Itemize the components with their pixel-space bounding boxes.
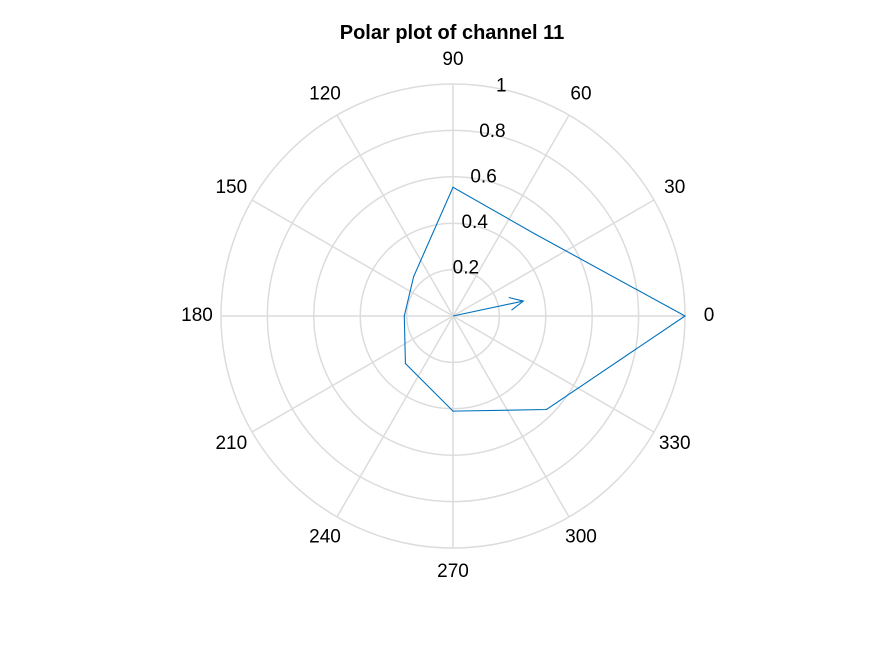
series-point [545,408,548,411]
theta-grid-line [452,315,570,518]
theta-grid-line [452,199,655,317]
series-point [684,315,686,317]
theta-tick-label: 90 [442,49,463,70]
theta-tick-label: 240 [309,527,341,548]
series-point [404,362,407,365]
series-point [534,233,536,235]
theta-grid-line [251,199,454,317]
theta-tick-label: 0 [704,305,715,326]
theta-tick-label: 300 [565,527,597,548]
theta-grid-line [336,114,454,317]
series-point [452,186,454,188]
r-tick-label: 0.2 [453,257,479,278]
theta-tick-label: 60 [570,83,591,104]
theta-tick-label: 270 [437,561,469,582]
theta-grid-line [452,114,570,317]
r-tick-label: 1 [496,75,507,96]
theta-tick-label: 210 [215,433,247,454]
arrow-head [508,296,525,311]
theta-grid-line [452,315,655,433]
tick-labels: 0 30 60 90 120 150 180 210 240 270 300 330 0.2 0.4 0.6… [181,49,714,582]
theta-tick-label: 180 [181,305,213,326]
r-tick-label: 0.8 [479,121,505,142]
r-tick-label: 0.6 [470,166,496,187]
polar-grid [220,83,686,549]
series-point [403,315,405,317]
arrow-shaft [452,300,524,317]
r-tick-label: 0.4 [461,212,488,233]
theta-tick-label: 150 [215,177,247,198]
theta-grid-line [336,315,454,518]
theta-tick-label: 120 [309,83,341,104]
series-point [413,276,415,278]
chart-title: Polar plot of channel 11 [340,22,565,44]
data-layer [403,186,686,412]
series-point [452,410,454,412]
theta-tick-label: 30 [664,177,685,198]
theta-grid-line [251,315,454,433]
theta-tick-label: 330 [659,433,691,454]
